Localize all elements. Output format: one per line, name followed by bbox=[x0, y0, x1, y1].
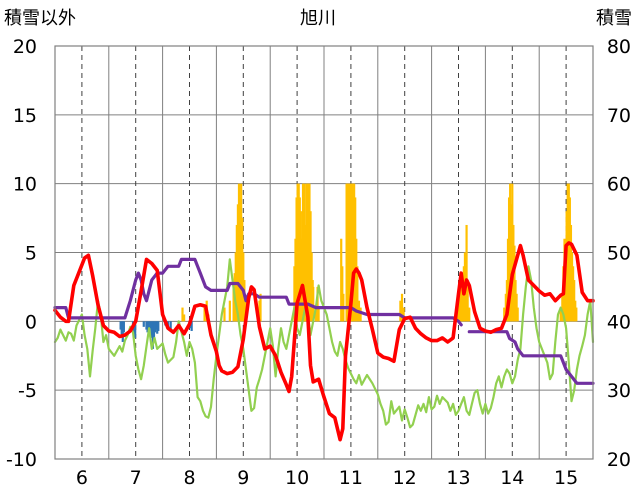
negative-bar bbox=[122, 321, 125, 333]
x-tick: 11 bbox=[339, 467, 363, 489]
negative-bar bbox=[169, 321, 172, 330]
precip-bar bbox=[356, 266, 359, 322]
y-tick-left: -10 bbox=[6, 449, 37, 471]
precip-bar bbox=[181, 307, 184, 322]
precip-bar bbox=[503, 307, 506, 322]
precip-bar bbox=[559, 307, 562, 322]
precip-bar bbox=[465, 224, 468, 322]
precip-bar bbox=[466, 280, 469, 322]
x-tick: 7 bbox=[130, 467, 142, 489]
precip-bar bbox=[228, 300, 231, 322]
y-tick-right: 70 bbox=[607, 105, 631, 127]
precip-bar bbox=[314, 307, 318, 322]
precip-bar bbox=[223, 307, 226, 322]
y-tick-right: 60 bbox=[607, 174, 631, 196]
negative-bar bbox=[142, 321, 145, 327]
y-tick-right: 20 bbox=[607, 449, 631, 471]
x-tick: 12 bbox=[393, 467, 417, 489]
series-line-temp-min bbox=[53, 258, 595, 429]
precip-bar bbox=[575, 307, 578, 322]
precip-bar bbox=[317, 307, 320, 322]
left-axis-label: 積雪以外 bbox=[4, 8, 76, 29]
left-y-ticks: 20 15 10 5 0 -5 -10 bbox=[6, 36, 37, 471]
x-tick: 15 bbox=[554, 467, 578, 489]
precip-bar bbox=[515, 293, 518, 322]
right-axis-label: 積雪 bbox=[596, 8, 632, 29]
precip-bar bbox=[316, 286, 319, 322]
y-tick-left: 10 bbox=[13, 174, 37, 196]
series-line-snow-depth bbox=[467, 330, 595, 385]
x-ticks: 6 7 8 9 10 11 12 13 14 15 bbox=[76, 467, 578, 489]
precip-bar bbox=[399, 300, 402, 322]
y-tick-right: 50 bbox=[607, 243, 631, 265]
plot-frame bbox=[54, 45, 594, 460]
x-tick: 13 bbox=[446, 467, 470, 489]
y-tick-left: 5 bbox=[25, 243, 37, 265]
y-tick-right: 30 bbox=[607, 380, 631, 402]
y-tick-right: 40 bbox=[607, 311, 631, 333]
precip-bar bbox=[402, 307, 405, 322]
precip-bar bbox=[259, 293, 262, 322]
chart-title: 旭川 bbox=[300, 8, 336, 29]
y-tick-right: 80 bbox=[607, 36, 631, 58]
y-tick-left: 0 bbox=[25, 311, 37, 333]
precip-bar bbox=[359, 307, 362, 322]
precip-bar bbox=[468, 307, 471, 322]
right-y-ticks: 80 70 60 50 40 30 20 bbox=[607, 36, 631, 471]
y-tick-left: 20 bbox=[13, 36, 37, 58]
y-tick-left: -5 bbox=[18, 380, 37, 402]
x-tick: 6 bbox=[76, 467, 88, 489]
precip-bar bbox=[312, 286, 315, 322]
negative-bar bbox=[190, 321, 193, 331]
negative-bar bbox=[134, 321, 137, 338]
precip-bar bbox=[516, 307, 519, 322]
series-line-temp-max bbox=[53, 241, 595, 442]
gridlines bbox=[55, 46, 593, 459]
precip-bar bbox=[183, 314, 186, 322]
precip-bar bbox=[400, 293, 404, 322]
precip-bar bbox=[203, 307, 206, 322]
series-lines bbox=[53, 241, 595, 442]
x-tick: 8 bbox=[183, 467, 195, 489]
negative-bar bbox=[157, 321, 160, 331]
x-tick: 9 bbox=[237, 467, 249, 489]
x-tick: 10 bbox=[285, 467, 309, 489]
y-tick-left: 15 bbox=[13, 105, 37, 127]
x-tick: 14 bbox=[500, 467, 524, 489]
